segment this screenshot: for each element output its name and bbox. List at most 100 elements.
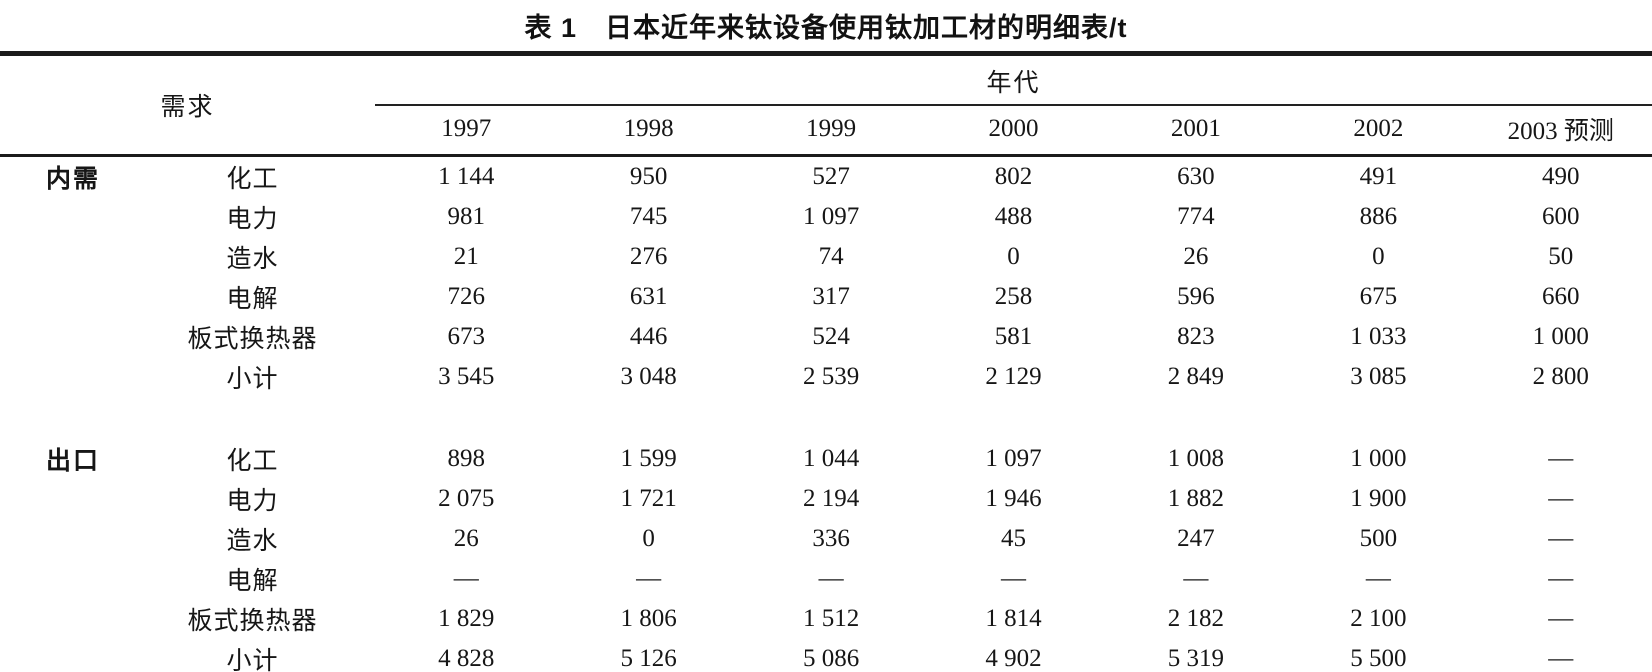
value-cell: 673: [447, 323, 485, 350]
row-label: 电力: [226, 488, 279, 515]
value-cell: 1 721: [620, 485, 677, 512]
table-header: 需求 年代 1997 1998 1999 2000 2001 2002 2003 预测: [0, 53, 1652, 157]
value-cell: 630: [1177, 163, 1215, 190]
value-cell: 2 182: [1167, 605, 1225, 632]
value-cell: 2 849: [1167, 363, 1225, 390]
value-cell: 1 900: [1350, 485, 1407, 512]
header-era: 年代: [375, 53, 1652, 106]
value-cell: —: [1548, 605, 1574, 632]
value-cell: 774: [1177, 203, 1215, 230]
header-year: 2002: [1287, 105, 1470, 157]
row-label: 板式换热器: [187, 326, 318, 353]
category-cell: [0, 357, 130, 397]
value-cell: 981: [447, 203, 485, 230]
value-cell: 258: [994, 283, 1033, 310]
value-cell: 1 882: [1167, 485, 1225, 512]
value-cell: 3 048: [620, 363, 677, 390]
category-cell: [0, 277, 130, 317]
value-cell: 3 085: [1350, 363, 1407, 390]
category-cell: [0, 237, 130, 277]
value-cell: 5 319: [1167, 645, 1225, 672]
value-cell: 5 086: [802, 645, 860, 672]
value-cell: 1 512: [802, 605, 860, 632]
value-cell: 745: [629, 203, 668, 230]
value-cell: 4 902: [985, 645, 1042, 672]
table-row: 板式换热器 673 446 524 581 823 1 033 1 000: [0, 317, 1652, 357]
value-cell: 2 194: [802, 485, 860, 512]
value-cell: 490: [1542, 163, 1580, 190]
table-title: 表 1 日本近年来钛设备使用钛加工材的明细表/t: [524, 13, 1128, 43]
value-cell: 5 126: [620, 645, 677, 672]
row-label: 板式换热器: [187, 608, 318, 635]
value-cell: 596: [1177, 283, 1215, 310]
header-year: 1999: [739, 105, 923, 157]
header-row-years: 1997 1998 1999 2000 2001 2002 2003 预测: [0, 105, 1652, 157]
value-cell: 1 144: [438, 163, 495, 190]
value-cell: 1 946: [985, 485, 1042, 512]
value-cell: 631: [629, 283, 668, 310]
value-cell: 660: [1542, 283, 1580, 310]
value-cell: 5 500: [1350, 645, 1407, 672]
value-cell: 2 075: [438, 485, 495, 512]
value-cell: 21: [453, 243, 479, 270]
header-year: 1998: [557, 105, 740, 157]
category-cell: 出口: [46, 447, 101, 475]
table-row: 内需 化工 1 144 950 527 802 630 491 490: [0, 156, 1652, 198]
table-row: 电力 981 745 1 097 488 774 886 600: [0, 197, 1652, 237]
value-cell: 1 814: [985, 605, 1042, 632]
value-cell: 950: [629, 163, 668, 190]
value-cell: —: [1548, 645, 1574, 672]
value-cell: 1 000: [1350, 445, 1407, 472]
row-label: 小计: [226, 366, 279, 393]
value-cell: —: [1548, 565, 1574, 592]
value-cell: —: [818, 565, 844, 592]
row-label: 造水: [226, 528, 279, 555]
value-cell: 524: [812, 323, 850, 350]
row-label: 化工: [226, 448, 279, 475]
value-cell: 527: [812, 163, 850, 190]
value-cell: 247: [1177, 525, 1215, 552]
value-cell: 581: [994, 323, 1033, 350]
value-cell: 2 100: [1350, 605, 1407, 632]
value-cell: 600: [1542, 203, 1580, 230]
value-cell: 45: [1000, 525, 1026, 552]
value-cell: 336: [812, 525, 850, 552]
category-cell: [0, 479, 130, 519]
value-cell: 1 000: [1532, 323, 1589, 350]
value-cell: 1 599: [620, 445, 677, 472]
value-cell: 317: [812, 283, 850, 310]
table-row: 造水 26 0 336 45 247 500 —: [0, 519, 1652, 559]
value-cell: 2 129: [985, 363, 1042, 390]
value-cell: 74: [818, 243, 844, 270]
value-cell: 1 044: [802, 445, 860, 472]
row-label: 造水: [226, 246, 279, 273]
table-row: 板式换热器 1 829 1 806 1 512 1 814 2 182 2 100 —: [0, 599, 1652, 639]
table-row: 造水 21 276 74 0 26 0 50: [0, 237, 1652, 277]
value-cell: 488: [994, 203, 1033, 230]
value-cell: 1 008: [1167, 445, 1225, 472]
value-cell: —: [1365, 565, 1391, 592]
value-cell: 446: [629, 323, 668, 350]
header-year: 2003 预测: [1469, 105, 1652, 157]
value-cell: 0: [1007, 243, 1020, 270]
row-label: 电解: [226, 568, 279, 595]
category-cell: 内需: [46, 165, 101, 193]
value-cell: 675: [1359, 283, 1398, 310]
value-cell: 1 097: [985, 445, 1042, 472]
header-demand: 需求: [0, 53, 376, 157]
value-cell: —: [1000, 565, 1026, 592]
category-cell: [0, 559, 130, 599]
table-row: 电解 726 631 317 258 596 675 660: [0, 277, 1652, 317]
value-cell: 802: [994, 163, 1033, 190]
row-label: 电解: [226, 286, 279, 313]
value-cell: 726: [447, 283, 485, 310]
value-cell: —: [1183, 565, 1209, 592]
table-row: 出口 化工 898 1 599 1 044 1 097 1 008 1 000 —: [0, 439, 1652, 479]
value-cell: 886: [1359, 203, 1398, 230]
row-label: 化工: [226, 166, 279, 193]
category-cell: [0, 317, 130, 357]
section-spacer-cell: [0, 397, 1652, 439]
header-year: 2000: [922, 105, 1105, 157]
section-spacer-row: [0, 397, 1652, 439]
